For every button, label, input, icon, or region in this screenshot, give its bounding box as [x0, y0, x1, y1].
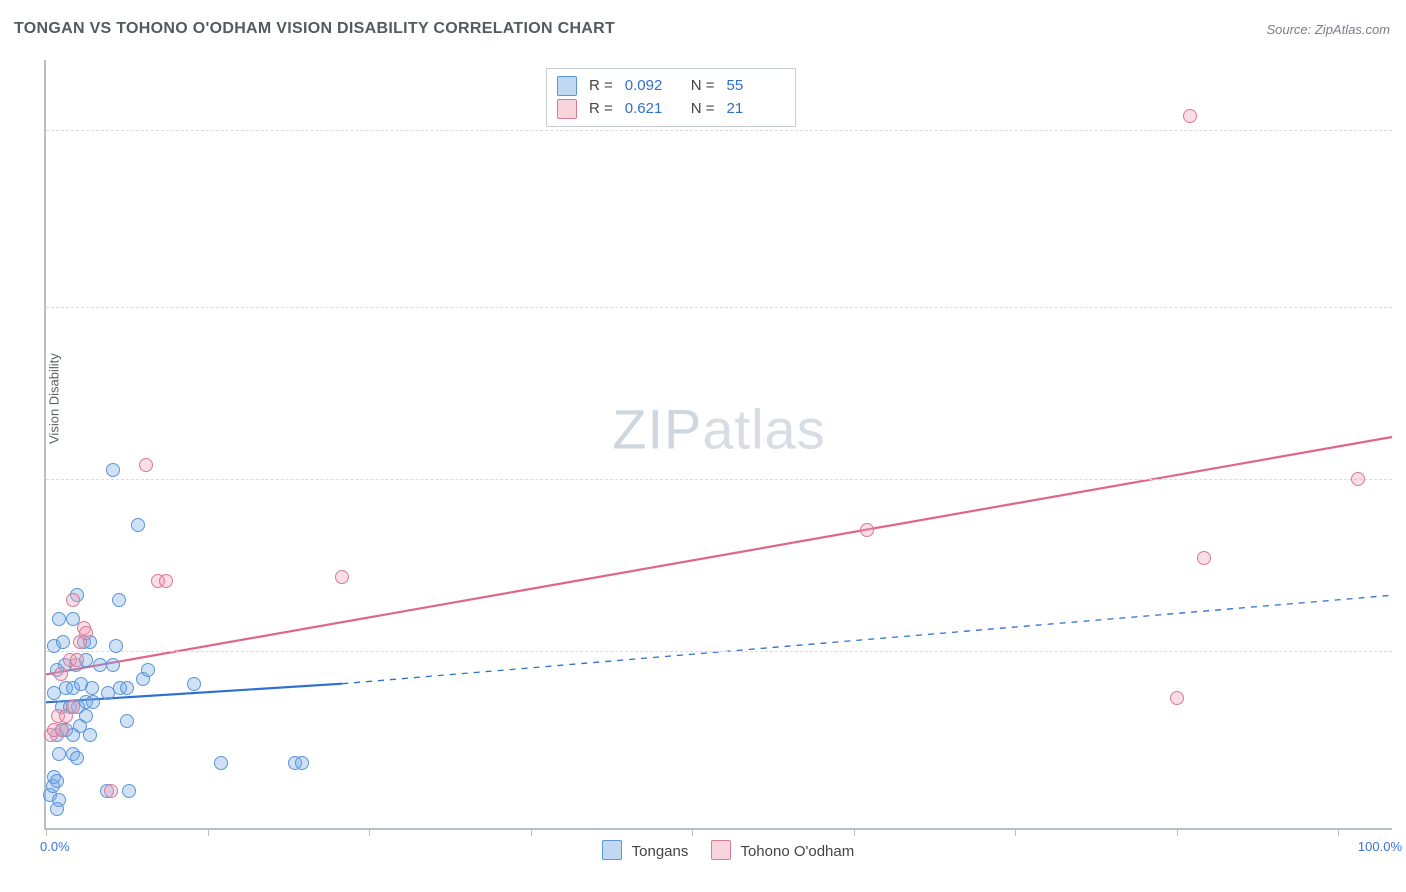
- data-point: [55, 723, 69, 737]
- data-point: [86, 695, 100, 709]
- source-label: Source: ZipAtlas.com: [1266, 22, 1390, 37]
- gridline: [46, 130, 1392, 131]
- data-point: [106, 658, 120, 672]
- data-point: [79, 626, 93, 640]
- data-point: [187, 677, 201, 691]
- data-point: [85, 681, 99, 695]
- data-point: [120, 714, 134, 728]
- data-point: [122, 784, 136, 798]
- data-point: [66, 700, 80, 714]
- chart-area: Vision Disability ZIPatlas R = 0.092 N =…: [44, 60, 1392, 830]
- data-point: [141, 663, 155, 677]
- data-point: [104, 784, 118, 798]
- data-point: [112, 593, 126, 607]
- x-tick: [369, 828, 370, 836]
- data-point: [93, 658, 107, 672]
- legend-swatch-pink: [711, 840, 731, 860]
- data-point: [52, 747, 66, 761]
- legend-label-pink: Tohono O'odham: [740, 843, 854, 860]
- data-point: [56, 635, 70, 649]
- x-tick: [1015, 828, 1016, 836]
- data-point: [335, 570, 349, 584]
- data-point: [1197, 551, 1211, 565]
- data-point: [50, 774, 64, 788]
- data-point: [50, 802, 64, 816]
- data-point: [860, 523, 874, 537]
- gridline: [46, 651, 1392, 652]
- gridline: [46, 307, 1392, 308]
- data-point: [106, 463, 120, 477]
- data-point: [214, 756, 228, 770]
- data-point: [120, 681, 134, 695]
- data-point: [159, 574, 173, 588]
- gridline: [46, 479, 1392, 480]
- data-point: [139, 458, 153, 472]
- x-tick: [208, 828, 209, 836]
- trend-line: [342, 595, 1392, 683]
- x-tick: [531, 828, 532, 836]
- plot-svg: [46, 60, 1392, 828]
- trend-line: [46, 437, 1392, 674]
- data-point: [1170, 691, 1184, 705]
- series-legend: Tongans Tohono O'odham: [46, 840, 1392, 860]
- legend-label-blue: Tongans: [632, 843, 689, 860]
- data-point: [1183, 109, 1197, 123]
- data-point: [70, 653, 84, 667]
- data-point: [109, 639, 123, 653]
- x-tick: [1338, 828, 1339, 836]
- data-point: [295, 756, 309, 770]
- x-tick: [854, 828, 855, 836]
- data-point: [54, 667, 68, 681]
- x-tick: [46, 828, 47, 836]
- chart-title: TONGAN VS TOHONO O'ODHAM VISION DISABILI…: [14, 20, 615, 38]
- data-point: [66, 593, 80, 607]
- legend-swatch-blue: [602, 840, 622, 860]
- data-point: [52, 612, 66, 626]
- data-point: [131, 518, 145, 532]
- x-tick: [1177, 828, 1178, 836]
- data-point: [70, 751, 84, 765]
- data-point: [83, 728, 97, 742]
- data-point: [1351, 472, 1365, 486]
- x-tick: [692, 828, 693, 836]
